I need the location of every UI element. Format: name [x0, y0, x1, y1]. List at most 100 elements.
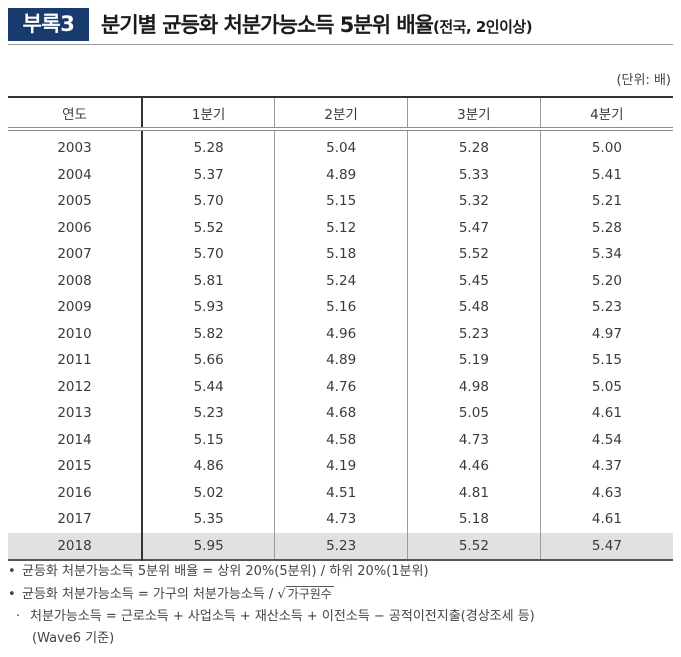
q4-value-cell: 4.61	[539, 506, 673, 533]
q4-value-cell: 5.34	[539, 241, 673, 268]
q4-value-cell: 4.63	[539, 479, 673, 506]
col-header-year: 연도	[8, 97, 142, 131]
sqrt-radicand: 가구원수	[285, 586, 334, 601]
q3-value-cell: 5.47	[407, 214, 541, 241]
table-row: 2016 5.02 4.51 4.81 4.63	[8, 479, 673, 506]
q1-value-cell: 5.95	[141, 532, 275, 560]
q4-value-cell: 5.15	[539, 347, 673, 374]
footnote-text: 균등화 처분가능소득 = 가구의 처분가능소득 /	[22, 587, 278, 602]
q2-value-cell: 5.04	[274, 129, 408, 162]
q4-value-cell: 4.37	[539, 453, 673, 480]
footnote-text: 처분가능소득 = 근로소득 + 사업소득 + 재산소득 + 이전소득 − 공적이…	[30, 609, 535, 624]
q3-value-cell: 5.45	[407, 267, 541, 294]
q3-value-cell: 5.33	[407, 161, 541, 188]
col-header-q3: 3분기	[407, 97, 541, 131]
table-row: 2006 5.52 5.12 5.47 5.28	[8, 214, 673, 241]
q4-value-cell: 5.05	[539, 373, 673, 400]
q3-value-cell: 5.23	[407, 320, 541, 347]
q2-value-cell: 4.51	[274, 479, 408, 506]
footnote-wave: (Wave6 기준)	[32, 631, 115, 646]
q4-value-cell: 4.61	[539, 400, 673, 427]
q3-value-cell: 4.81	[407, 479, 541, 506]
q2-value-cell: 4.89	[274, 347, 408, 374]
q1-value-cell: 5.82	[141, 320, 275, 347]
unit-label: (단위: 배)	[616, 73, 671, 88]
q2-value-cell: 4.96	[274, 320, 408, 347]
q1-value-cell: 4.86	[141, 453, 275, 480]
q4-value-cell: 5.41	[539, 161, 673, 188]
year-cell: 2012	[57, 378, 92, 395]
q4-value-cell: 4.97	[539, 320, 673, 347]
ratio-table: 연도 1분기 2분기 3분기 4분기 2003 5.28 5.04 5.28 5.00 2…	[8, 96, 673, 561]
year-cell: 2008	[57, 272, 92, 289]
bullet-icon: ·	[16, 609, 21, 624]
q4-value-cell: 5.28	[539, 214, 673, 241]
q3-value-cell: 5.28	[407, 129, 541, 162]
title-main: 분기별 균등화 처분가능소득 5분위 배율	[101, 13, 434, 37]
q4-value-cell: 5.21	[539, 188, 673, 215]
q1-value-cell: 5.15	[141, 426, 275, 453]
table-row: 2013 5.23 4.68 5.05 4.61	[8, 400, 673, 427]
table-row: 2011 5.66 4.89 5.19 5.15	[8, 347, 673, 374]
q2-value-cell: 4.76	[274, 373, 408, 400]
q3-value-cell: 5.48	[407, 294, 541, 321]
q2-value-cell: 4.89	[274, 161, 408, 188]
q1-value-cell: 5.35	[141, 506, 275, 533]
q4-value-cell: 5.47	[539, 532, 673, 560]
table-row: 2010 5.82 4.96 5.23 4.97	[8, 320, 673, 347]
year-cell: 2018	[8, 532, 142, 560]
table-row: 2008 5.81 5.24 5.45 5.20	[8, 267, 673, 294]
table-header-row: 연도 1분기 2분기 3분기 4분기	[8, 97, 673, 131]
year-cell: 2016	[57, 484, 92, 501]
q4-value-cell: 5.00	[539, 129, 673, 162]
q1-value-cell: 5.70	[141, 188, 275, 215]
q3-value-cell: 5.32	[407, 188, 541, 215]
year-cell: 2005	[57, 193, 92, 210]
table-row: 2017 5.35 4.73 5.18 4.61	[8, 506, 673, 533]
q2-value-cell: 5.15	[274, 188, 408, 215]
year-cell: 2007	[57, 246, 92, 263]
q3-value-cell: 4.98	[407, 373, 541, 400]
q1-value-cell: 5.44	[141, 373, 275, 400]
bullet-icon: •	[8, 587, 16, 602]
q3-value-cell: 4.73	[407, 426, 541, 453]
footnote-disposable-income: · 처분가능소득 = 근로소득 + 사업소득 + 재산소득 + 이전소득 − 공적…	[8, 606, 673, 628]
q2-value-cell: 5.16	[274, 294, 408, 321]
q1-value-cell: 5.02	[141, 479, 275, 506]
table-row: 2003 5.28 5.04 5.28 5.00	[8, 129, 673, 162]
footnote-text: 균등화 처분가능소득 5분위 배율 = 상위 20%(5분위) / 하위 20%…	[22, 564, 429, 579]
year-cell: 2015	[57, 458, 92, 475]
q2-value-cell: 4.73	[274, 506, 408, 533]
table-row: 2018 5.95 5.23 5.52 5.47	[8, 532, 673, 560]
table-row: 2012 5.44 4.76 4.98 5.05	[8, 373, 673, 400]
year-cell: 2017	[57, 511, 92, 528]
q3-value-cell: 5.05	[407, 400, 541, 427]
col-header-q4: 4분기	[539, 97, 673, 131]
q2-value-cell: 5.24	[274, 267, 408, 294]
table-row: 2007 5.70 5.18 5.52 5.34	[8, 241, 673, 268]
year-cell: 2009	[57, 299, 92, 316]
table-row: 2004 5.37 4.89 5.33 5.41	[8, 161, 673, 188]
q2-value-cell: 5.18	[274, 241, 408, 268]
q4-value-cell: 5.20	[539, 267, 673, 294]
square-root-expression: √ 가구원수	[277, 583, 334, 606]
table-row: 2015 4.86 4.19 4.46 4.37	[8, 453, 673, 480]
year-cell: 2014	[57, 431, 92, 448]
q4-value-cell: 5.23	[539, 294, 673, 321]
q1-value-cell: 5.37	[141, 161, 275, 188]
q1-value-cell: 5.81	[141, 267, 275, 294]
q1-value-cell: 5.23	[141, 400, 275, 427]
footnote-ratio-definition: • 균등화 처분가능소득 5분위 배율 = 상위 20%(5분위) / 하위 20…	[8, 561, 673, 583]
table-row: 2014 5.15 4.58 4.73 4.54	[8, 426, 673, 453]
sqrt-symbol-icon: √	[277, 587, 286, 602]
q3-value-cell: 4.46	[407, 453, 541, 480]
q2-value-cell: 4.19	[274, 453, 408, 480]
q3-value-cell: 5.18	[407, 506, 541, 533]
col-header-q2: 2분기	[274, 97, 408, 131]
title-bar: 부록3 분기별 균등화 처분가능소득 5분위 배율(전국, 2인이상)	[8, 8, 673, 45]
year-cell: 2010	[57, 325, 92, 342]
year-cell: 2003	[57, 140, 92, 157]
bullet-icon: •	[8, 564, 16, 579]
table-row: 2005 5.70 5.15 5.32 5.21	[8, 188, 673, 215]
q3-value-cell: 5.19	[407, 347, 541, 374]
